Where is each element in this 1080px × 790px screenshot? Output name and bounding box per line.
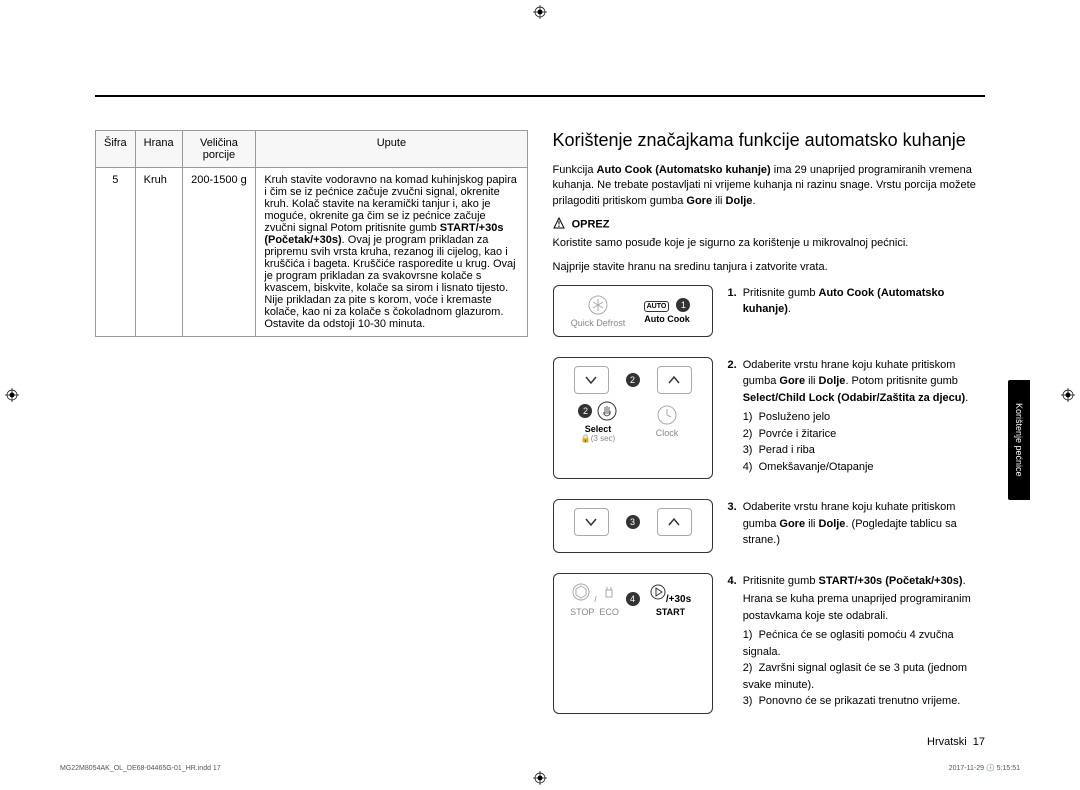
hand-icon	[596, 400, 618, 422]
cell-food: Kruh	[135, 168, 182, 337]
cell-code: 5	[96, 168, 136, 337]
table-row: 5 Kruh 200-1500 g Kruh stavite vodoravno…	[96, 168, 528, 337]
intro-para: Funkcija Auto Cook (Automatsko kuhanje) …	[553, 163, 986, 209]
autocook-label: Auto Cook	[633, 314, 702, 324]
up-arrow-icon	[657, 366, 692, 394]
down-arrow-icon	[574, 366, 609, 394]
clock-icon	[656, 404, 678, 426]
header-rule	[95, 95, 985, 97]
auto-icon: AUTO	[644, 301, 670, 312]
section-heading: Korištenje značajkama funkcije automatsk…	[553, 130, 986, 151]
defrost-icon	[587, 294, 609, 316]
down-arrow-icon	[574, 508, 609, 536]
instruction-row-4: / STOP ECO 4 /+30s START 4. Pritisnite g	[553, 573, 986, 714]
left-column: Šifra Hrana Veličina porcije Upute 5 Kru…	[95, 130, 528, 730]
step-marker-3: 3	[626, 515, 640, 529]
prep-text: Najprije stavite hranu na sredinu tanjur…	[553, 260, 986, 275]
eco-icon	[600, 582, 618, 602]
th-food: Hrana	[135, 131, 182, 168]
instruction-row-2: 2 2 Select 🔒(3 sec) Clock	[553, 357, 986, 480]
select-label: Select	[564, 424, 633, 434]
print-meta-left: MG22M8054AK_OL_DE68-04465G-01_HR.indd 17	[60, 765, 221, 772]
th-size: Veličina porcije	[182, 131, 256, 168]
crop-mark-bottom	[533, 771, 547, 785]
page-footer: Hrvatski17	[927, 736, 985, 748]
defrost-label: Quick Defrost	[564, 318, 633, 328]
select-sub: 🔒(3 sec)	[564, 434, 633, 443]
start-icon	[650, 582, 666, 602]
caution-label: OPREZ	[553, 217, 986, 232]
step-marker-2a: 2	[626, 373, 640, 387]
warning-icon	[553, 217, 565, 232]
stop-icon	[571, 582, 591, 602]
print-meta-right: 2017-11-29 🕔 5:15:51	[949, 764, 1020, 772]
instruction-row-1: Quick Defrost AUTO 1 Auto Cook 1.Pritisn…	[553, 285, 986, 337]
right-column: Korištenje značajkama funkcije automatsk…	[553, 130, 986, 730]
control-panel-2: 2 2 Select 🔒(3 sec) Clock	[553, 357, 713, 480]
step4-sublist: 1) Pećnica će se oglasiti pomoću 4 zvučn…	[743, 627, 985, 710]
step-marker-1: 1	[676, 298, 690, 312]
step-marker-4: 4	[626, 592, 640, 606]
food-table: Šifra Hrana Veličina porcije Upute 5 Kru…	[95, 130, 528, 337]
control-panel-3: 3	[553, 499, 713, 553]
caution-text: Koristite samo posuđe koje je sigurno za…	[553, 236, 986, 251]
cell-size: 200-1500 g	[182, 168, 256, 337]
crop-mark-left	[5, 388, 19, 402]
start-label: START	[640, 607, 702, 617]
side-tab: Korištenje pećnice	[1008, 380, 1030, 500]
clock-label: Clock	[633, 428, 702, 438]
th-instr: Upute	[256, 131, 527, 168]
step-marker-2b: 2	[578, 404, 592, 418]
crop-mark-top	[533, 5, 547, 19]
step2-sublist: 1) Posluženo jelo 2) Povrće i žitarice 3…	[743, 409, 985, 475]
th-code: Šifra	[96, 131, 136, 168]
control-panel-4: / STOP ECO 4 /+30s START	[553, 573, 713, 714]
cell-instr: Kruh stavite vodoravno na komad kuhinjsk…	[256, 168, 527, 337]
crop-mark-right	[1061, 388, 1075, 402]
control-panel-1: Quick Defrost AUTO 1 Auto Cook	[553, 285, 713, 337]
up-arrow-icon	[657, 508, 692, 536]
instruction-row-3: 3 3. Odaberite vrstu hrane koju kuhate p…	[553, 499, 986, 553]
